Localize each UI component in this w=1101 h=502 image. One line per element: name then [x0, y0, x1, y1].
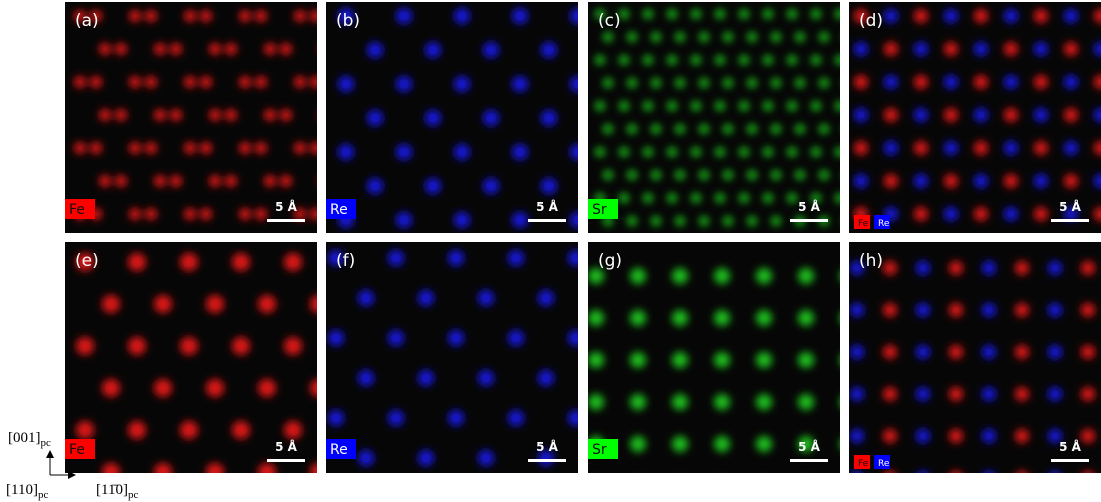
atom-columns [328, 250, 578, 466]
scale-bar [267, 219, 305, 222]
scale-label: 5 Å [536, 439, 559, 454]
element-label: Re [878, 459, 890, 469]
element-tag [854, 455, 870, 469]
scale-label: 5 Å [1059, 439, 1082, 454]
scale-bar [528, 459, 566, 462]
panel-image [588, 242, 840, 473]
panel: (g) Sr 5 Å [588, 242, 840, 473]
panel: (d) Fe Re 5 Å [849, 2, 1101, 233]
element-tag [874, 455, 890, 469]
panel: (e) Fe 5 Å [65, 242, 317, 473]
panel: (c) Sr 5 Å [588, 2, 840, 233]
panel-label: (c) [598, 11, 621, 31]
element-label: Re [330, 442, 348, 458]
element-label: Re [878, 219, 890, 229]
panel-image [326, 242, 578, 473]
atom-columns [854, 9, 1101, 221]
element-tag [65, 439, 95, 459]
element-label: Sr [592, 202, 607, 218]
scale-bar [790, 459, 828, 462]
atom-columns [850, 261, 1095, 473]
element-label: Fe [69, 202, 85, 218]
element-tag [854, 215, 870, 229]
axis-label: [001]pc [8, 430, 51, 449]
element-tag [65, 199, 95, 219]
panel-label: (f) [336, 251, 355, 271]
axis-label: [110]pc [6, 482, 48, 501]
axis-label: [11̄0]pc [96, 482, 138, 501]
scale-label: 5 Å [536, 199, 559, 214]
panel: (a) Fe 5 Å [65, 2, 317, 233]
panel-label: (h) [859, 251, 883, 271]
scale-bar [1051, 459, 1089, 462]
element-label: Sr [592, 442, 607, 458]
panel-label: (g) [598, 251, 622, 271]
scale-bar [267, 459, 305, 462]
scale-bar [1051, 219, 1089, 222]
atom-columns [74, 10, 317, 220]
scale-label: 5 Å [275, 199, 298, 214]
scale-bar [790, 219, 828, 222]
element-label: Fe [69, 442, 85, 458]
element-tag [588, 439, 618, 459]
element-tag [326, 439, 356, 459]
atom-columns [588, 268, 814, 452]
atom-columns [76, 253, 317, 473]
scale-label: 5 Å [275, 439, 298, 454]
atom-columns [338, 8, 578, 228]
element-label: Re [330, 202, 348, 218]
atom-columns [595, 9, 840, 226]
scale-label: 5 Å [798, 439, 821, 454]
panel-label: (b) [336, 11, 360, 31]
element-tag [874, 215, 890, 229]
element-tag [588, 199, 618, 219]
element-label: Fe [858, 219, 869, 229]
panel-label: (d) [859, 11, 883, 31]
element-label: Fe [858, 459, 869, 469]
panel: (h) Fe Re 5 Å [849, 242, 1101, 473]
panel-label: (a) [75, 11, 99, 31]
panel: (b) Re 5 Å [326, 2, 578, 233]
panel-label: (e) [75, 251, 99, 271]
scale-bar [528, 219, 566, 222]
scale-label: 5 Å [798, 199, 821, 214]
scale-label: 5 Å [1059, 199, 1082, 214]
panel: (f) Re 5 Å [326, 242, 578, 473]
element-tag [326, 199, 356, 219]
panel-image [326, 2, 578, 233]
